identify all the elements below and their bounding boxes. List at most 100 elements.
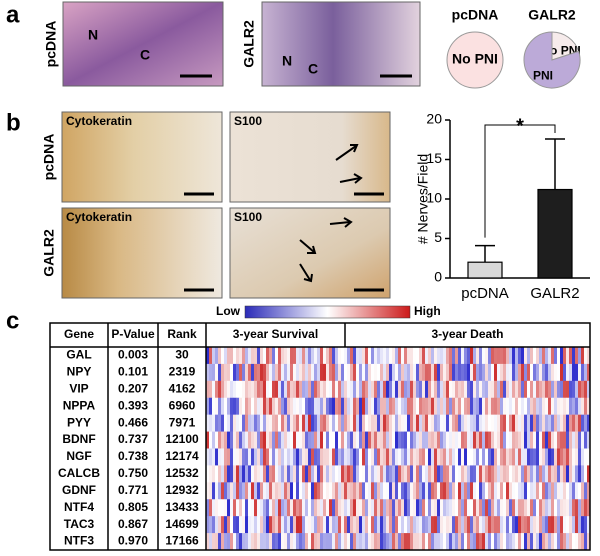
heatmap-cell: [350, 516, 354, 534]
heatmap-cell: [578, 380, 582, 399]
heatmap-cell: [359, 397, 363, 415]
heatmap-cell: [530, 448, 534, 466]
heatmap-cell: [305, 499, 309, 517]
heatmap-cell: [461, 347, 465, 365]
heatmap-cell: [563, 397, 567, 415]
heatmap-cell: [575, 448, 579, 466]
heatmap-cell: [269, 465, 273, 483]
heatmap-cell: [326, 482, 330, 500]
heatmap-cell: [314, 414, 318, 432]
table-cell: BDNF: [62, 432, 95, 446]
heatmap-cell: [239, 414, 243, 432]
heatmap-cell: [308, 499, 312, 517]
heatmap-cell: [323, 482, 327, 500]
heatmap-cell: [326, 465, 330, 483]
heatmap-cell: [365, 397, 369, 415]
heatmap-cell: [281, 482, 285, 500]
heatmap-cell: [266, 516, 270, 534]
heatmap-cell: [536, 414, 540, 432]
heatmap-cell: [227, 465, 231, 483]
heatmap-cell: [266, 347, 270, 365]
heatmap-cell: [488, 397, 492, 415]
heatmap-cell: [455, 499, 459, 517]
heatmap-cell: [449, 465, 453, 483]
heatmap-cell: [449, 431, 453, 449]
heatmap-cell: [245, 482, 249, 500]
heatmap-cell: [218, 533, 222, 551]
heatmap-cell: [275, 380, 279, 399]
heatmap-cell: [410, 499, 414, 517]
heatmap-cell: [458, 465, 462, 483]
heatmap-cell: [422, 448, 426, 466]
heatmap-cell: [365, 414, 369, 432]
heatmap-cell: [497, 465, 501, 483]
heatmap-cell: [230, 499, 234, 517]
heatmap-cell: [425, 448, 429, 466]
heatmap-cell: [368, 363, 372, 382]
heatmap-cell: [512, 414, 516, 432]
heatmap-cell: [518, 465, 522, 483]
heatmap-cell: [302, 380, 306, 399]
heatmap-cell: [305, 465, 309, 483]
heatmap-cell: [560, 397, 564, 415]
heatmap-cell: [257, 533, 261, 551]
heatmap-cell: [275, 465, 279, 483]
heatmap-cell: [431, 499, 435, 517]
image-mark: N: [282, 53, 292, 69]
table-cell: 14699: [165, 517, 199, 531]
heatmap-cell: [299, 516, 303, 534]
heatmap-cell: [563, 465, 567, 483]
heatmap-cell: [296, 448, 300, 466]
heatmap-cell: [383, 516, 387, 534]
heatmap-cell: [272, 482, 276, 500]
heatmap-cell: [485, 465, 489, 483]
heatmap-cell: [422, 533, 426, 551]
heatmap-cell: [284, 431, 288, 449]
heatmap-cell: [467, 363, 471, 382]
heatmap-cell: [578, 482, 582, 500]
heatmap-cell: [440, 380, 444, 399]
heatmap-cell: [245, 516, 249, 534]
heatmap-cell: [221, 431, 225, 449]
heatmap-cell: [218, 380, 222, 399]
heatmap-cell: [362, 414, 366, 432]
heatmap-cell: [554, 431, 558, 449]
heatmap-cell: [563, 431, 567, 449]
heatmap-cell: [458, 482, 462, 500]
row-label: pcDNA: [43, 21, 59, 68]
heatmap-cell: [428, 482, 432, 500]
heatmap-cell: [260, 414, 264, 432]
table-cell: GAL: [66, 348, 91, 362]
heatmap-cell: [335, 465, 339, 483]
heatmap-cell: [563, 448, 567, 466]
heatmap-cell: [584, 448, 588, 466]
heatmap-cell: [377, 533, 381, 551]
heatmap-cell: [242, 533, 246, 551]
heatmap-cell: [464, 448, 468, 466]
heatmap-cell: [272, 380, 276, 399]
heatmap-cell: [296, 414, 300, 432]
heatmap-cell: [533, 533, 537, 551]
heatmap-cell: [488, 516, 492, 534]
heatmap-cell: [299, 448, 303, 466]
heatmap-cell: [410, 516, 414, 534]
heatmap-cell: [410, 380, 414, 399]
heatmap-cell: [524, 431, 528, 449]
heatmap-cell: [389, 397, 393, 415]
heatmap-cell: [233, 414, 237, 432]
heatmap-cell: [341, 347, 345, 365]
heatmap-cell: [230, 363, 234, 382]
heatmap-cell: [407, 380, 411, 399]
table-header: Rank: [167, 327, 197, 341]
heatmap-cell: [473, 465, 477, 483]
heatmap-cell: [209, 533, 213, 551]
heatmap-cell: [212, 347, 216, 365]
heatmap-cell: [569, 363, 573, 382]
heatmap-cell: [350, 533, 354, 551]
heatmap-cell: [533, 482, 537, 500]
heatmap-cell: [443, 431, 447, 449]
heatmap-cell: [284, 482, 288, 500]
heatmap-cell: [572, 380, 576, 399]
heatmap-cell: [449, 482, 453, 500]
heatmap-cell: [515, 347, 519, 365]
